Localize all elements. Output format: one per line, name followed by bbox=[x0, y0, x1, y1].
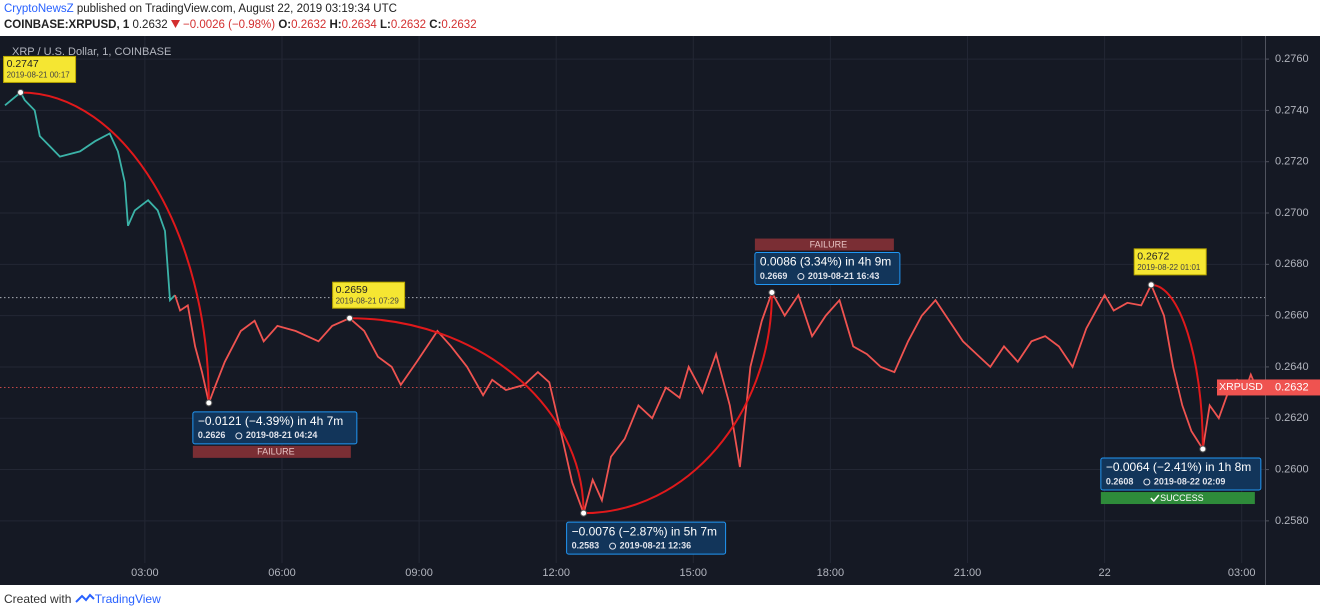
change: −0.0026 (−0.98%) bbox=[183, 19, 276, 31]
ohlc-value: 0.2632 bbox=[390, 19, 427, 31]
marker-time: 2019-08-21 07:29 bbox=[336, 296, 400, 305]
measure-change: −0.0121 (−4.39%) in 4h 7m bbox=[198, 414, 343, 428]
measure-box bbox=[192, 411, 358, 445]
ohlc-value: 0.2634 bbox=[341, 19, 377, 31]
axis-background bbox=[1265, 36, 1320, 585]
y-tick-label: 0.2720 bbox=[1275, 156, 1309, 168]
marker-box bbox=[3, 55, 77, 83]
ohlc-label: C: bbox=[429, 19, 442, 31]
measure-change: −0.0076 (−2.87%) in 5h 7m bbox=[572, 524, 717, 538]
measure-point bbox=[205, 399, 213, 407]
clock-icon bbox=[235, 432, 243, 440]
footer: Created with TradingView bbox=[4, 592, 161, 606]
measure-point bbox=[1199, 445, 1207, 453]
marker-point bbox=[1147, 281, 1155, 289]
marker-time: 2019-08-22 01:01 bbox=[1137, 263, 1201, 272]
footer-brand[interactable]: TradingView bbox=[94, 592, 161, 606]
status-label: FAILURE bbox=[257, 447, 295, 457]
marker-point bbox=[346, 314, 354, 322]
publish-line: CryptoNewsZ published on TradingView.com… bbox=[4, 3, 397, 15]
x-tick-label: 21:00 bbox=[954, 567, 982, 579]
check-icon bbox=[1150, 494, 1160, 503]
measure-time: 2019-08-21 12:36 bbox=[620, 541, 692, 551]
measure-price: 0.2608 bbox=[1106, 476, 1134, 486]
ohlc-value: 0.2632 bbox=[441, 19, 477, 31]
measure-point bbox=[768, 289, 776, 297]
y-tick-label: 0.2640 bbox=[1275, 361, 1309, 373]
publish-info: published on TradingView.com, August 22,… bbox=[76, 3, 397, 15]
down-arrow bbox=[170, 20, 180, 28]
ohlc-label: L: bbox=[380, 19, 391, 31]
arc bbox=[20, 91, 210, 403]
measure-box bbox=[1100, 457, 1262, 491]
measure-price: 0.2583 bbox=[572, 541, 600, 551]
x-tick-label: 03:00 bbox=[1228, 567, 1256, 579]
marker-point bbox=[17, 88, 25, 96]
symbol: COINBASE:XRPUSD, 1 bbox=[4, 19, 130, 31]
marker-box bbox=[1133, 248, 1207, 276]
marker-price: 0.2659 bbox=[336, 284, 368, 296]
price-line-series bbox=[174, 282, 1258, 517]
x-tick-label: 15:00 bbox=[680, 567, 708, 579]
measure-time: 2019-08-21 16:43 bbox=[808, 271, 880, 281]
price-tag-label: 0.2632 bbox=[1275, 381, 1309, 393]
x-tick-label: 03:00 bbox=[131, 567, 159, 579]
measure-box bbox=[566, 521, 727, 555]
status-banner bbox=[192, 445, 351, 458]
y-tick-label: 0.2760 bbox=[1275, 53, 1309, 65]
x-tick-label: 12:00 bbox=[542, 567, 570, 579]
symbol-tag-label: XRPUSD bbox=[1219, 381, 1263, 393]
marker-price: 0.2672 bbox=[1137, 251, 1169, 263]
symbol-tag bbox=[1217, 379, 1265, 396]
measure-time: 2019-08-22 02:09 bbox=[1154, 476, 1226, 486]
clock-icon bbox=[609, 542, 617, 550]
marker-box bbox=[332, 281, 406, 309]
ohlc-label: O: bbox=[278, 19, 292, 31]
y-tick-label: 0.2600 bbox=[1275, 463, 1309, 475]
marker-time: 2019-08-21 00:17 bbox=[7, 71, 71, 80]
chart: 0.2580 0.2600 0.2620 0.2640 0.2660 0.2680 0.27… bbox=[0, 36, 1320, 585]
arc bbox=[583, 292, 773, 515]
price-line-series bbox=[4, 91, 176, 303]
last-price: 0.2632 bbox=[132, 19, 168, 31]
status-label: FAILURE bbox=[810, 239, 848, 249]
ohlc-label: H: bbox=[329, 19, 342, 31]
y-tick-label: 0.2680 bbox=[1275, 258, 1309, 270]
y-tick-label: 0.2580 bbox=[1275, 515, 1309, 527]
measure-price: 0.2626 bbox=[198, 430, 226, 440]
clock-icon bbox=[797, 273, 805, 281]
measure-time: 2019-08-21 04:24 bbox=[246, 430, 318, 440]
ohlc: O:0.2632 H:0.2634 L:0.2632 C:0.2632 bbox=[278, 19, 476, 31]
chart-legend: XRP / U.S. Dollar, 1, COINBASE bbox=[12, 46, 171, 58]
status-label: SUCCESS bbox=[1160, 493, 1204, 503]
marker-price: 0.2747 bbox=[7, 58, 39, 70]
ohlc-value: 0.2632 bbox=[291, 19, 327, 31]
plot-background bbox=[0, 36, 1265, 585]
tv-logo bbox=[75, 593, 95, 603]
symbol-line: COINBASE:XRPUSD, 1 0.2632 −0.0026 (−0.98… bbox=[4, 19, 477, 31]
x-tick-label: 06:00 bbox=[268, 567, 296, 579]
publisher[interactable]: CryptoNewsZ bbox=[4, 3, 74, 15]
measure-change: 0.0086 (3.34%) in 4h 9m bbox=[760, 255, 891, 269]
y-tick-label: 0.2740 bbox=[1275, 104, 1309, 116]
y-tick-label: 0.2700 bbox=[1275, 207, 1309, 219]
y-tick-label: 0.2660 bbox=[1275, 310, 1309, 322]
x-tick-label: 22 bbox=[1098, 567, 1110, 579]
measure-point bbox=[580, 509, 588, 517]
arc bbox=[349, 317, 585, 514]
measure-change: −0.0064 (−2.41%) in 1h 8m bbox=[1106, 460, 1251, 474]
arc bbox=[1151, 283, 1204, 450]
y-tick-label: 0.2620 bbox=[1275, 412, 1309, 424]
measure-price: 0.2669 bbox=[760, 271, 788, 281]
clock-icon bbox=[1143, 478, 1151, 486]
measure-box bbox=[754, 252, 901, 286]
x-tick-label: 09:00 bbox=[405, 567, 433, 579]
x-tick-label: 18:00 bbox=[817, 567, 845, 579]
footer-text: Created with bbox=[4, 592, 72, 606]
status-banner bbox=[1100, 492, 1255, 505]
price-tag bbox=[1265, 379, 1320, 396]
status-banner bbox=[754, 238, 894, 251]
